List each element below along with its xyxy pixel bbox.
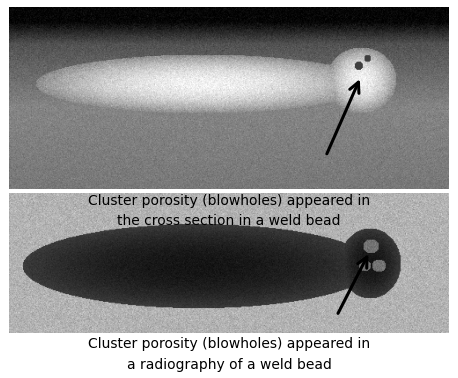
Text: Cluster porosity (blowholes) appeared in: Cluster porosity (blowholes) appeared in: [88, 194, 370, 208]
Text: the cross section in a weld bead: the cross section in a weld bead: [117, 214, 341, 228]
Text: Cluster porosity (blowholes) appeared in: Cluster porosity (blowholes) appeared in: [88, 337, 370, 351]
Text: a radiography of a weld bead: a radiography of a weld bead: [126, 358, 332, 372]
